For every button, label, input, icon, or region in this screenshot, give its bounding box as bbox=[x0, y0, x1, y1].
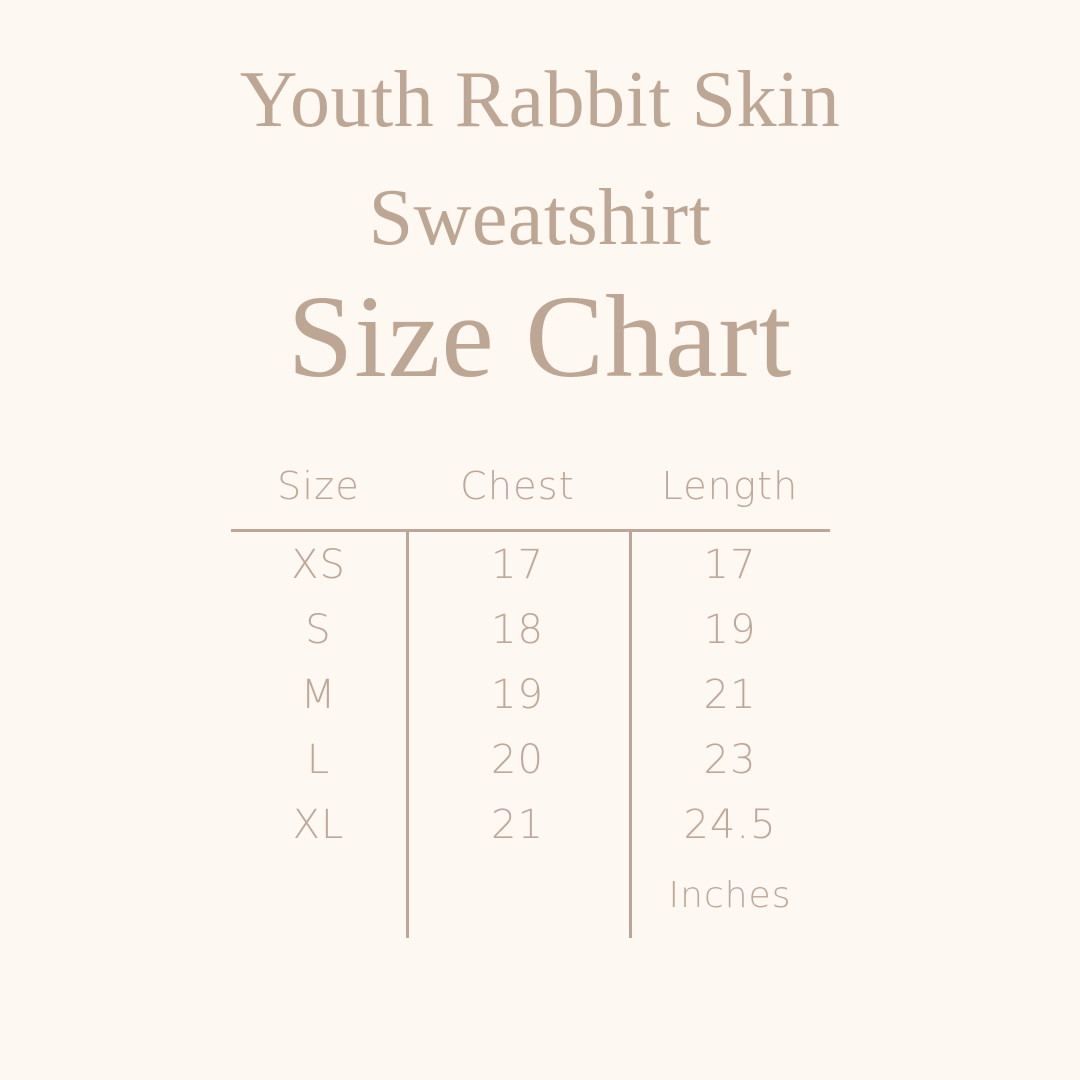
column-header-length: Length bbox=[661, 464, 799, 508]
table-row: M 19 21 bbox=[231, 659, 831, 724]
column-header-size: Size bbox=[277, 464, 360, 508]
cell-chest: 20 bbox=[491, 737, 544, 783]
page-title: Size Chart bbox=[287, 271, 793, 402]
column-divider-line-1 bbox=[406, 529, 409, 938]
cell-length: 21 bbox=[703, 672, 757, 718]
cell-size: M bbox=[300, 672, 337, 718]
cell-length: 19 bbox=[703, 607, 757, 653]
table-body: XS 17 17 S 18 19 M 19 21 L 20 23 XL bbox=[231, 529, 831, 854]
cell-chest: 21 bbox=[491, 802, 544, 848]
cell-size: XL bbox=[292, 802, 345, 848]
size-table: Size Chest Length XS 17 17 S 18 19 M 19 … bbox=[231, 455, 831, 955]
title-block: Youth Rabbit Skin Sweatshirt bbox=[0, 42, 1080, 277]
header-divider-line bbox=[231, 529, 830, 532]
cell-size: S bbox=[305, 607, 332, 653]
product-title: Youth Rabbit Skin Sweatshirt bbox=[239, 56, 841, 262]
cell-length: 17 bbox=[703, 542, 757, 588]
cell-chest: 18 bbox=[491, 607, 544, 653]
cell-size: XS bbox=[291, 542, 346, 588]
unit-label: Inches bbox=[668, 875, 792, 916]
cell-chest: 19 bbox=[491, 672, 544, 718]
table-row: L 20 23 bbox=[231, 724, 831, 789]
table-row: S 18 19 bbox=[231, 594, 831, 659]
cell-size: L bbox=[306, 737, 331, 783]
cell-length: 23 bbox=[703, 737, 757, 783]
cell-length: 24.5 bbox=[683, 802, 777, 848]
column-header-chest: Chest bbox=[460, 464, 575, 508]
table-header-row: Size Chest Length bbox=[231, 455, 831, 527]
table-row: XL 21 24.5 bbox=[231, 789, 831, 854]
column-divider-line-2 bbox=[629, 529, 632, 938]
table-row: XS 17 17 bbox=[231, 529, 831, 594]
cell-chest: 17 bbox=[491, 542, 544, 588]
